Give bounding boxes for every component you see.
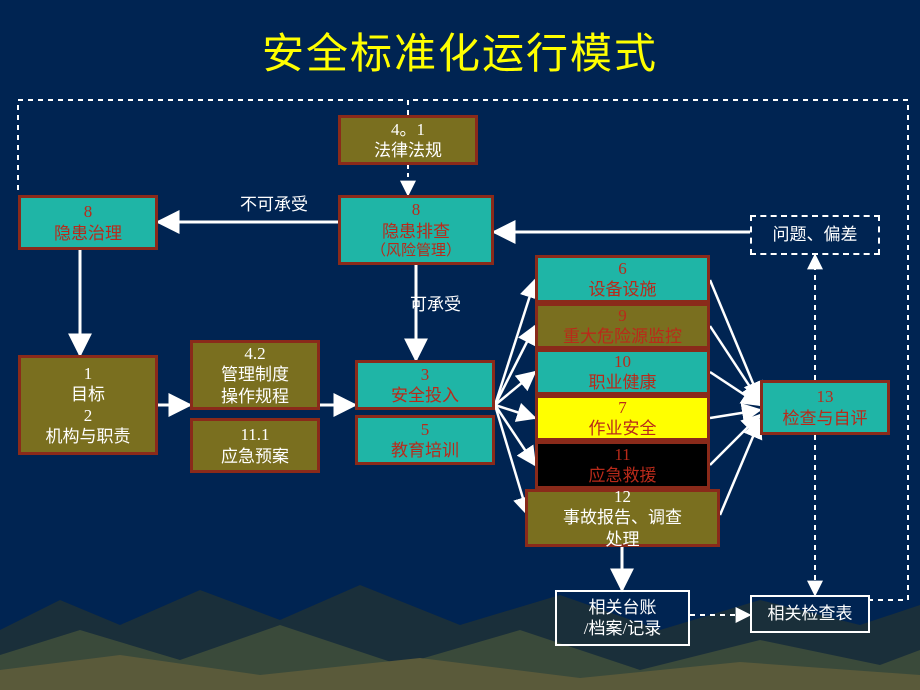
node-8-hazard-control: 8 隐患治理 — [18, 195, 158, 250]
node-num: 6 — [618, 258, 627, 279]
node-num: 8 — [412, 199, 421, 220]
node-text: 检查与自评 — [783, 408, 868, 429]
node-sub: 处理 — [606, 529, 640, 550]
page-title: 安全标准化运行模式 — [0, 20, 920, 81]
node-text: 安全投入 — [391, 385, 459, 406]
node-text: 管理制度 — [221, 364, 289, 385]
node-text: 设备设施 — [589, 279, 657, 300]
node-related-checklist: 相关检查表 — [750, 595, 870, 633]
node-12-accident-report: 12 事故报告、调查 处理 — [525, 489, 720, 547]
node-11-emergency-rescue: 11 应急救援 — [535, 441, 710, 489]
node-4-2-procedures: 4.2 管理制度 操作规程 — [190, 340, 320, 410]
node-num: 7 — [618, 397, 627, 418]
node-text: 重大危险源监控 — [563, 326, 682, 347]
node-text: 作业安全 — [589, 418, 657, 439]
node-issues-deviation: 问题、偏差 — [750, 215, 880, 255]
node-text: 事故报告、调查 — [563, 507, 682, 528]
node-num: 11.1 — [240, 424, 269, 445]
node-text: 相关检查表 — [768, 603, 853, 624]
node-9-hazard-monitor: 9 重大危险源监控 — [535, 303, 710, 349]
node-num: 4.2 — [244, 343, 265, 364]
node-5-education: 5 教育培训 — [355, 415, 495, 465]
node-text: 目标 — [71, 384, 105, 405]
node-text: 应急救援 — [589, 465, 657, 486]
node-text: 隐患治理 — [54, 223, 122, 244]
node-1-2-goals-org: 1 目标 2 机构与职责 — [18, 355, 158, 455]
node-sub: （风险管理） — [371, 242, 461, 261]
node-10-health: 10 职业健康 — [535, 349, 710, 395]
node-num: 9 — [618, 305, 627, 326]
node-num: 1 — [84, 363, 93, 384]
node-text: 相关台账 — [589, 597, 657, 618]
label-unacceptable: 不可承受 — [240, 190, 308, 215]
node-num: 11 — [614, 444, 630, 465]
node-13-inspection: 13 检查与自评 — [760, 380, 890, 435]
node-num: 10 — [614, 351, 631, 372]
flowchart-connectors — [0, 0, 920, 690]
node-num: 8 — [84, 201, 93, 222]
node-text: 法律法规 — [374, 140, 442, 161]
node-related-ledger: 相关台账 /档案/记录 — [555, 590, 690, 646]
node-num: 13 — [817, 386, 834, 407]
node-num: 2 — [84, 405, 93, 426]
node-text: 职业健康 — [589, 372, 657, 393]
node-num: 4。1 — [391, 119, 425, 140]
node-num: 5 — [421, 419, 430, 440]
node-num: 3 — [421, 364, 430, 385]
node-num: 12 — [614, 486, 631, 507]
node-sub: 操作规程 — [221, 386, 289, 407]
node-text: 机构与职责 — [46, 426, 131, 447]
node-11-1-emergency-plan: 11.1 应急预案 — [190, 418, 320, 473]
node-6-equipment: 6 设备设施 — [535, 255, 710, 303]
node-4-1-laws: 4。1 法律法规 — [338, 115, 478, 165]
node-text: 问题、偏差 — [773, 224, 858, 245]
label-acceptable: 可承受 — [410, 290, 461, 315]
node-text: 应急预案 — [221, 446, 289, 467]
node-text: 教育培训 — [391, 440, 459, 461]
node-3-safety-investment: 3 安全投入 — [355, 360, 495, 410]
node-text: 隐患排查 — [382, 221, 450, 242]
node-8-hazard-inspection: 8 隐患排查 （风险管理） — [338, 195, 494, 265]
node-7-operation-safety: 7 作业安全 — [535, 395, 710, 441]
node-sub: /档案/记录 — [584, 618, 661, 639]
